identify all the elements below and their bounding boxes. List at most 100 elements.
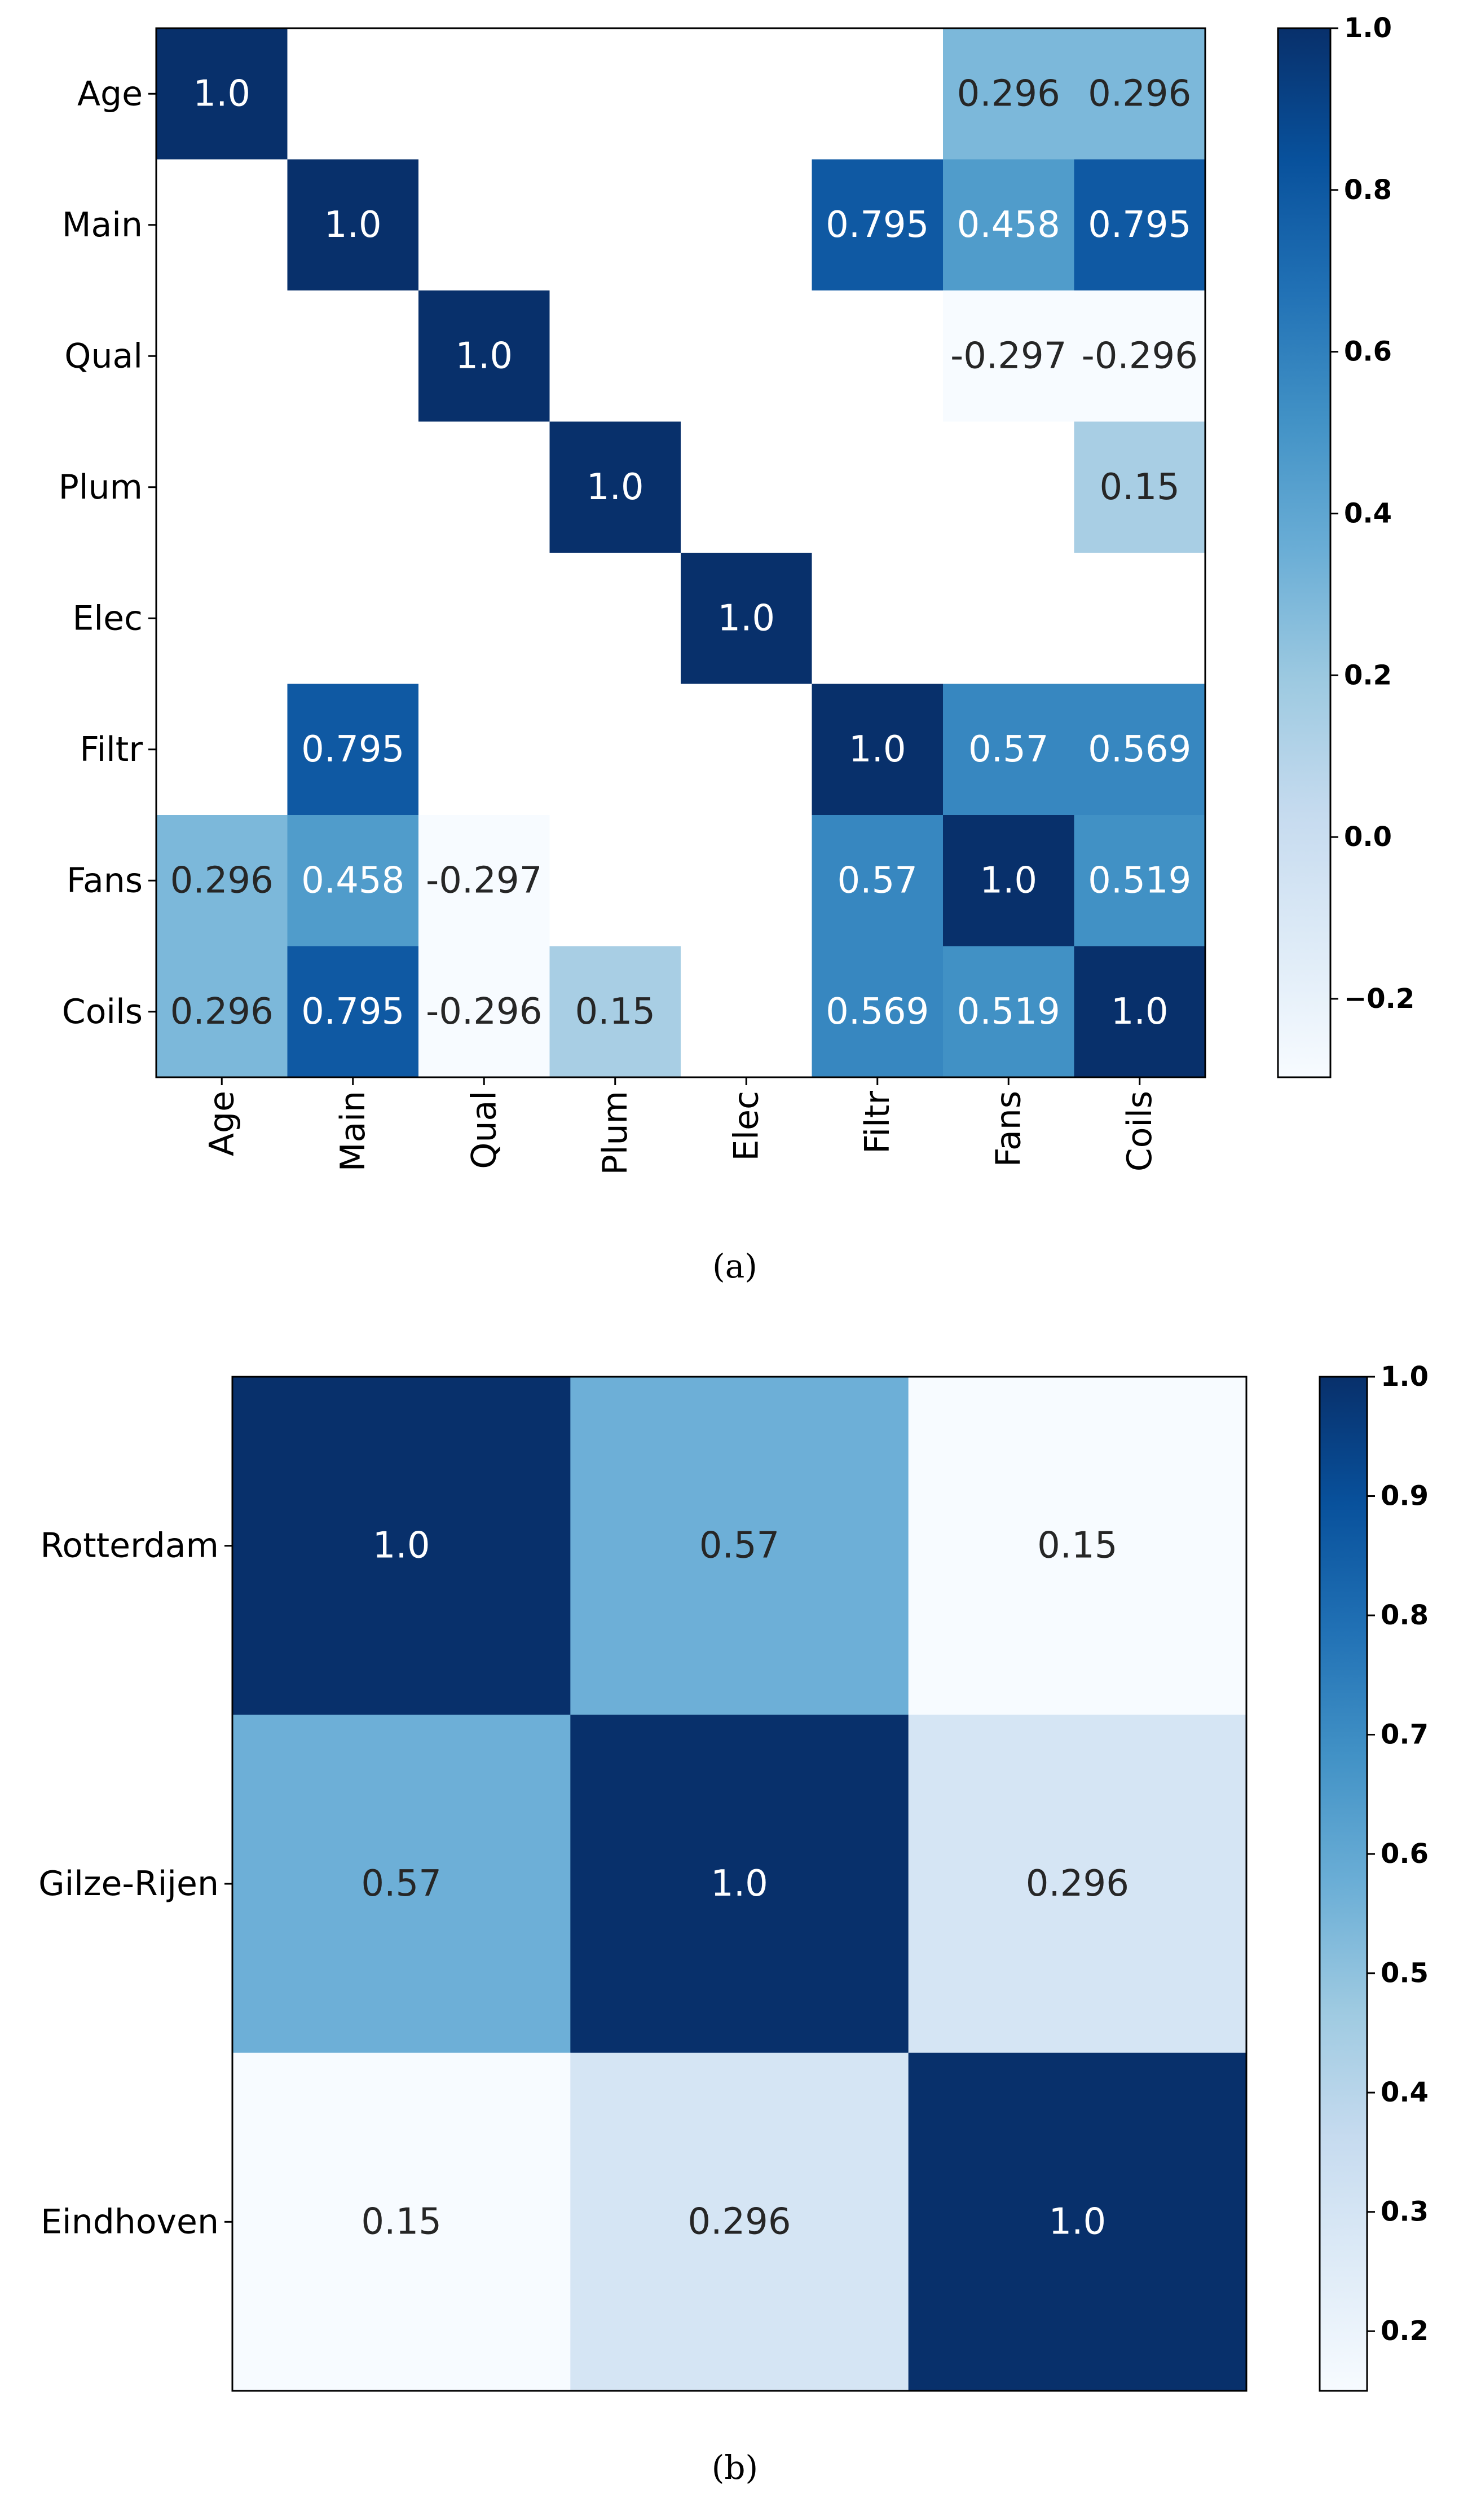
cell-3-3 — [549, 421, 681, 553]
colorbar-tick-label: −0.2 — [1344, 983, 1414, 1015]
cell-3-0 — [156, 421, 288, 553]
heatmap-panel-a: 1.0 0.296 0.296 1.0 0.795 0.458 0.795 1.0 -0.297… — [59, 12, 1415, 1285]
cell-6-3 — [549, 815, 681, 946]
colorbar-tick-label: 0.5 — [1381, 1958, 1429, 1989]
cell-1-2 — [908, 1715, 1247, 2054]
cell-4-1 — [287, 553, 419, 684]
cell-7-2 — [418, 946, 550, 1078]
cell-0-1 — [570, 1377, 909, 1715]
cell-3-2 — [418, 421, 550, 553]
cell-value-7-5: 0.569 — [826, 991, 929, 1033]
cell-0-2 — [908, 1377, 1247, 1715]
cell-value-5-1: 0.795 — [301, 729, 404, 770]
x-tick-label-elec: Elec — [726, 1091, 766, 1161]
colorbar-tick-label: 0.6 — [1344, 336, 1392, 368]
y-tick-label-main: Main — [62, 205, 143, 245]
colorbar — [1277, 27, 1332, 1078]
cell-6-7 — [1074, 815, 1206, 946]
cell-2-3 — [549, 290, 681, 422]
y-tick-label-coils: Coils — [62, 992, 143, 1032]
cell-5-4 — [681, 684, 812, 816]
plot-frame — [155, 27, 1206, 1078]
cell-1-0 — [232, 1715, 571, 2054]
cell-value-3-7: 0.15 — [1100, 466, 1180, 508]
cell-5-0 — [156, 684, 288, 816]
cell-7-5 — [812, 946, 944, 1078]
cell-value-3-3: 1.0 — [587, 466, 644, 508]
y-tick-label-elec: Elec — [73, 598, 143, 638]
cell-value-0-0: 1.0 — [373, 1525, 430, 1567]
cell-value-7-1: 0.795 — [301, 991, 404, 1033]
cell-0-0 — [156, 28, 288, 160]
cell-2-2 — [418, 290, 550, 422]
cell-1-1 — [570, 1715, 909, 2054]
cell-3-7 — [1074, 421, 1206, 553]
colorbar-tick-label: 0.8 — [1344, 174, 1392, 206]
cell-4-3 — [549, 553, 681, 684]
cell-0-7 — [1074, 28, 1206, 160]
x-tick-label-filtr: Filtr — [858, 1091, 897, 1154]
cell-4-5 — [812, 553, 944, 684]
cell-3-1 — [287, 421, 419, 553]
cell-3-4 — [681, 421, 812, 553]
y-tick-label-fans: Fans — [67, 861, 143, 900]
cell-6-5 — [812, 815, 944, 946]
cell-4-4 — [681, 553, 812, 684]
y-tick-label-eindhoven: Eindhoven — [41, 2202, 219, 2241]
cell-2-6 — [943, 290, 1074, 422]
x-tick-label-fans: Fans — [989, 1091, 1028, 1167]
cell-value-5-6: 0.57 — [968, 729, 1049, 770]
cell-value-0-1: 0.57 — [699, 1525, 780, 1567]
cell-4-6 — [943, 553, 1074, 684]
cell-2-1 — [570, 2052, 909, 2391]
x-tick-label-main: Main — [333, 1091, 373, 1171]
cell-1-2 — [418, 159, 550, 291]
cell-6-1 — [287, 815, 419, 946]
colorbar-tick-label: 0.9 — [1381, 1481, 1429, 1512]
cell-value-1-2: 0.296 — [1026, 1863, 1129, 1905]
cell-5-2 — [418, 684, 550, 816]
colorbar-tick-label: 0.0 — [1344, 821, 1392, 853]
cell-value-7-2: -0.296 — [426, 991, 542, 1033]
x-tick-label-qual: Qual — [464, 1091, 504, 1169]
cell-2-4 — [681, 290, 812, 422]
cell-2-0 — [232, 2052, 571, 2391]
cell-value-5-5: 1.0 — [849, 729, 906, 770]
cell-value-1-7: 0.795 — [1088, 204, 1191, 246]
x-tick-label-coils: Coils — [1120, 1091, 1160, 1171]
cell-2-0 — [156, 290, 288, 422]
colorbar-tick-label: 0.4 — [1344, 497, 1392, 529]
colorbar-tick-label: 0.3 — [1381, 2196, 1429, 2228]
cell-2-7 — [1074, 290, 1206, 422]
cell-value-1-1: 1.0 — [711, 1863, 768, 1905]
cell-6-4 — [681, 815, 812, 946]
cell-value-1-1: 1.0 — [324, 204, 382, 246]
cell-1-7 — [1074, 159, 1206, 291]
cell-5-7 — [1074, 684, 1206, 816]
cell-value-2-6: -0.297 — [950, 335, 1066, 377]
y-tick-label-filtr: Filtr — [80, 730, 143, 769]
cell-7-4 — [681, 946, 812, 1078]
cell-4-7 — [1074, 553, 1206, 684]
cell-1-6 — [943, 159, 1074, 291]
colorbar-tick-label: 0.2 — [1344, 659, 1392, 691]
x-tick-label-age: Age — [202, 1091, 241, 1156]
cell-value-7-7: 1.0 — [1111, 991, 1169, 1033]
cell-value-7-0: 0.296 — [170, 991, 274, 1033]
cell-6-0 — [156, 815, 288, 946]
cell-5-6 — [943, 684, 1074, 816]
cell-2-2 — [908, 2052, 1247, 2391]
cell-0-2 — [418, 28, 550, 160]
cell-7-0 — [156, 946, 288, 1078]
cell-7-6 — [943, 946, 1074, 1078]
cell-1-1 — [287, 159, 419, 291]
cell-3-6 — [943, 421, 1074, 553]
cell-value-2-7: -0.296 — [1082, 335, 1198, 377]
cell-2-5 — [812, 290, 944, 422]
figure-caption: (b) — [712, 2448, 758, 2487]
cell-value-6-0: 0.296 — [170, 860, 274, 901]
cell-5-5 — [812, 684, 944, 816]
cell-0-3 — [549, 28, 681, 160]
cell-value-5-7: 0.569 — [1088, 729, 1191, 770]
